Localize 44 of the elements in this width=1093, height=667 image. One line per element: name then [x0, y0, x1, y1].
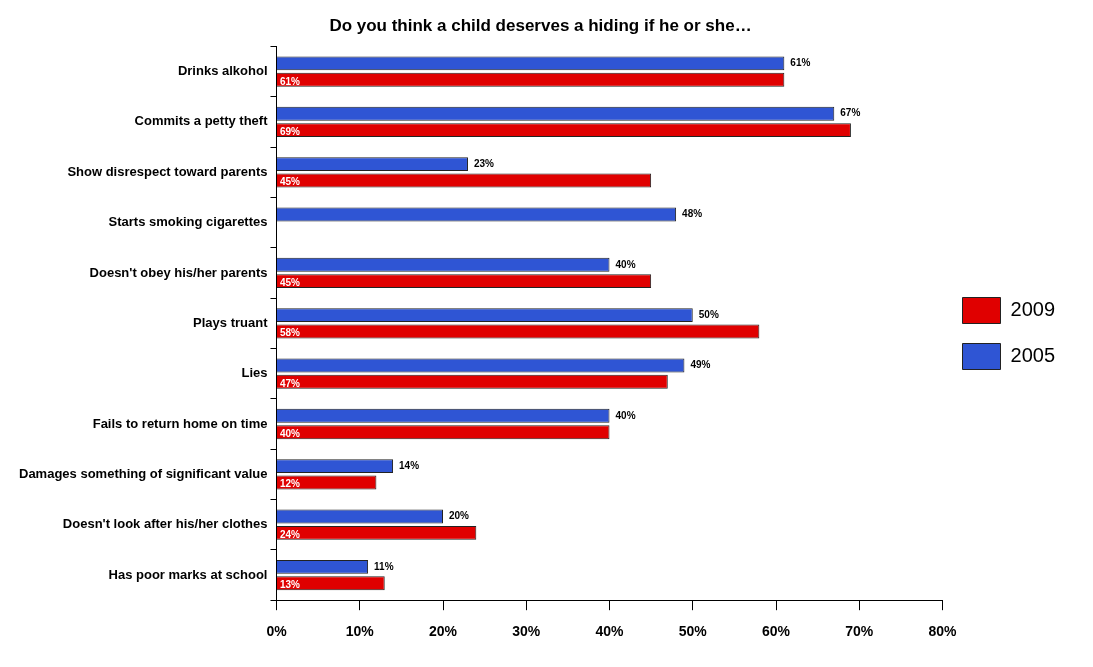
y-tick-label: Lies — [241, 365, 268, 381]
data-label: 50% — [698, 308, 719, 320]
data-label: 61% — [280, 75, 301, 87]
x-tick-label: 0% — [266, 623, 288, 640]
data-label: 47% — [280, 377, 301, 389]
data-label: 67% — [840, 107, 861, 119]
y-tick-label: Fails to return home on time — [92, 415, 268, 431]
data-label: 69% — [280, 125, 301, 137]
y-tick-label: Has poor marks at school — [108, 566, 268, 582]
data-label: 12% — [280, 478, 301, 490]
legend-label: 2009 — [1010, 298, 1056, 321]
y-tick-label: Starts smoking cigarettes — [108, 214, 268, 230]
x-tick-label: 20% — [428, 623, 458, 640]
data-label: 40% — [280, 427, 301, 439]
data-label: 24% — [280, 528, 301, 540]
legend-label: 2005 — [1010, 344, 1056, 367]
y-tick-label: Doesn't obey his/her parents — [89, 264, 268, 280]
x-tick-label: 10% — [345, 623, 375, 640]
data-label: 48% — [682, 208, 703, 220]
y-tick-label: Drinks alkohol — [177, 63, 268, 79]
data-label: 23% — [473, 157, 495, 169]
data-label: 58% — [280, 327, 301, 339]
chart-title: Do you think a child deserves a hiding if he or she… — [329, 15, 752, 35]
y-tick-label: Damages something of significant value — [19, 465, 268, 481]
y-tick-label: Commits a petty theft — [134, 113, 269, 129]
y-tick-label: Plays truant — [193, 314, 269, 330]
data-label: 13% — [280, 578, 301, 590]
data-label: 40% — [615, 258, 636, 270]
x-tick-label: 40% — [595, 623, 625, 640]
y-tick-label: Doesn't look after his/her clothes — [62, 516, 268, 532]
data-label: 49% — [690, 359, 711, 371]
x-tick-label: 50% — [678, 623, 708, 640]
data-label: 45% — [280, 176, 301, 188]
data-label: 40% — [615, 409, 636, 421]
x-tick-label: 80% — [928, 623, 958, 640]
x-tick-label: 70% — [845, 623, 874, 640]
data-label: 14% — [399, 459, 420, 471]
x-tick-label: 30% — [512, 623, 541, 640]
data-label: 45% — [280, 276, 301, 288]
data-label: 20% — [449, 510, 470, 522]
x-tick-label: 60% — [761, 623, 791, 640]
y-tick-label: Show disrespect toward parents — [67, 163, 268, 179]
data-label: 61% — [790, 57, 811, 69]
data-label: 11% — [374, 560, 394, 572]
